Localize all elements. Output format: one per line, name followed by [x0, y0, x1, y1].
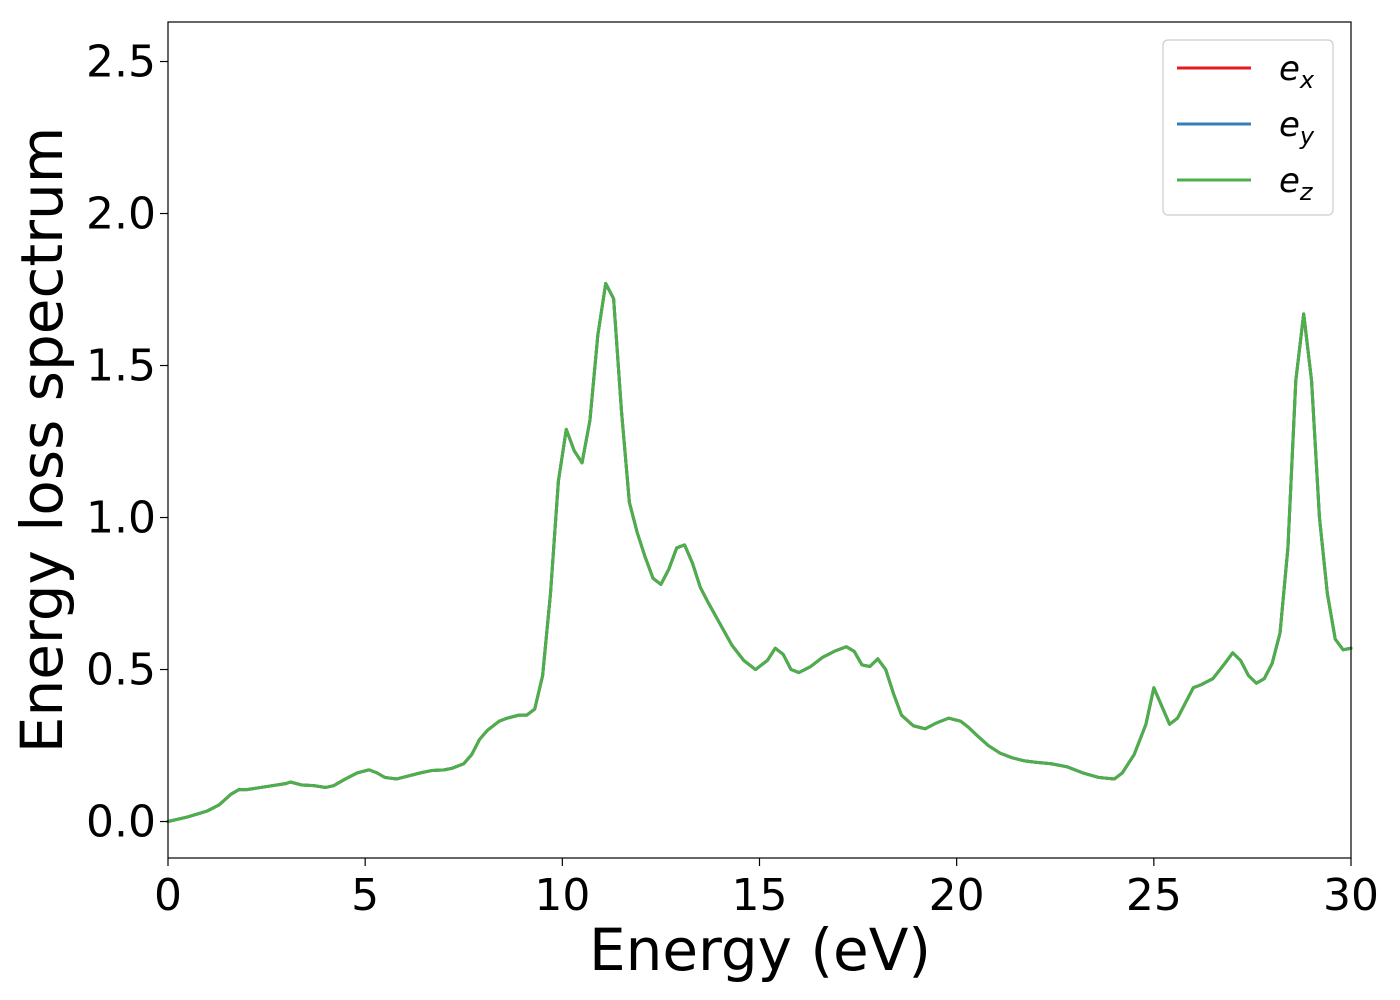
y-tick-label: 0.5: [86, 645, 156, 696]
x-axis-ticks: 0 5 10 15 20 25 30: [154, 858, 1379, 921]
x-tick-label: 15: [732, 870, 788, 921]
x-tick-label: 20: [929, 870, 985, 921]
y-tick-label: 1.0: [86, 493, 156, 544]
x-tick-label: 0: [154, 870, 182, 921]
legend-label-e_z: ez: [1279, 161, 1314, 206]
x-tick-label: 25: [1126, 870, 1182, 921]
legend-label-e_y: ey: [1279, 105, 1315, 150]
legend-label-e_x: ex: [1279, 49, 1315, 94]
x-axis-label: Energy (eV): [589, 916, 931, 984]
y-tick-label: 2.5: [86, 37, 156, 88]
x-tick-label: 10: [534, 870, 590, 921]
y-axis-ticks: 0.0 0.5 1.0 1.5 2.0 2.5: [86, 37, 168, 848]
y-axis-label: Energy loss spectrum: [8, 127, 76, 753]
x-tick-label: 30: [1323, 870, 1379, 921]
y-tick-label: 2.0: [86, 189, 156, 240]
legend: ex ey ez: [1162, 39, 1334, 216]
y-tick-label: 1.5: [86, 341, 156, 392]
y-tick-label: 0.0: [86, 797, 156, 848]
series-line-e_z: [166, 281, 1353, 824]
series-layer: [166, 281, 1353, 824]
x-tick-label: 5: [351, 870, 379, 921]
legend-box: [1162, 39, 1334, 216]
